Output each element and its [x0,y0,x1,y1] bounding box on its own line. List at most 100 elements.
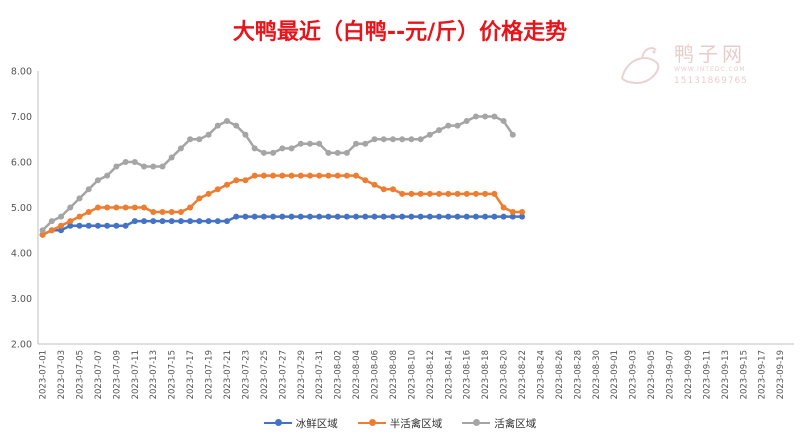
x-tick-label: 2023-08-30 [592,350,602,399]
data-point [362,177,369,184]
chart-axes [37,71,794,345]
data-point [141,204,148,211]
x-tick-label: 2023-07-19 [205,350,215,399]
watermark-phone: 15131869765 [674,76,748,86]
data-point [500,213,507,220]
data-point [353,140,360,147]
data-point [500,204,507,211]
data-point [408,136,415,143]
data-point [233,177,240,184]
data-point [187,218,194,225]
data-point [325,172,332,179]
data-point [113,204,120,211]
data-point [426,190,433,197]
y-tick-label: 5.00 [11,203,32,214]
data-point [472,190,479,197]
data-point [187,136,194,143]
legend-label: 活禽区域 [494,417,537,430]
y-tick-label: 8.00 [11,67,32,78]
data-point [58,227,65,234]
data-point [242,213,249,220]
data-point [85,209,92,216]
data-point [426,131,433,138]
data-point [389,186,396,193]
data-point [233,122,240,129]
data-point [306,213,313,220]
data-point [205,190,212,197]
data-point [362,213,369,220]
y-tick-label: 3.00 [11,294,32,305]
x-tick-label: 2023-09-05 [647,350,657,399]
data-point [482,113,489,120]
legend-swatch [357,419,386,426]
data-point [417,136,424,143]
data-point [482,190,489,197]
data-point [288,213,295,220]
x-tick-label: 2023-07-01 [39,350,49,399]
x-tick-label: 2023-08-20 [500,350,510,399]
data-point [279,213,286,220]
data-point [168,218,175,225]
data-point [399,190,406,197]
watermark-sub: WWW.INTEDC.COM [674,66,746,73]
x-tick-label: 2023-08-26 [555,350,565,399]
x-tick-label: 2023-07-05 [75,350,85,399]
chart-title: 大鸭最近（白鸭--元/斤）价格走势 [232,20,568,45]
data-point [519,213,526,220]
series-group [39,113,526,238]
data-point [325,213,332,220]
data-point [187,204,194,211]
data-point [445,213,452,220]
data-point [242,131,249,138]
data-point [380,213,387,220]
data-point [260,172,267,179]
data-point [251,172,258,179]
watermark-logo: 鸭子网 WWW.INTEDC.COM 15131869765 [612,38,782,98]
data-point [122,222,129,229]
x-tick-label: 2023-08-06 [371,350,381,399]
data-point [224,218,230,225]
legend-item: 冰鲜区域 [263,416,338,431]
data-point [380,136,387,143]
series-1 [39,172,526,238]
x-tick-label: 2023-08-14 [444,350,454,399]
data-point [334,213,341,220]
data-point [389,136,396,143]
x-tick-label: 2023-07-21 [223,350,233,399]
data-point [399,136,406,143]
data-point [260,149,267,156]
data-point [214,218,221,225]
x-tick-label: 2023-08-16 [463,350,473,399]
data-point [343,213,350,220]
series-line [41,115,514,232]
data-point [371,181,378,188]
data-point [343,172,350,179]
data-point [362,140,369,147]
data-point [224,118,230,125]
x-tick-label: 2023-07-17 [186,350,196,399]
x-tick-label: 2023-07-23 [241,350,251,399]
data-point [297,140,304,147]
data-point [454,122,461,129]
x-tick-label: 2023-07-09 [112,350,122,399]
legend-swatch [263,419,292,426]
x-tick-label: 2023-08-04 [352,350,362,399]
data-point [463,118,470,125]
data-point [159,209,166,216]
data-point [39,231,46,238]
data-point [94,222,101,229]
x-tick-label: 2023-07-03 [57,350,67,399]
data-point [85,222,92,229]
x-tick-label: 2023-08-22 [518,350,528,399]
data-point [58,222,65,229]
data-point [482,213,489,220]
data-point [316,213,323,220]
data-point [279,145,286,152]
data-point [389,213,396,220]
data-point [472,113,479,120]
data-point [196,195,203,202]
data-point [279,172,286,179]
x-tick-label: 2023-07-31 [315,350,325,399]
data-point [58,213,65,220]
